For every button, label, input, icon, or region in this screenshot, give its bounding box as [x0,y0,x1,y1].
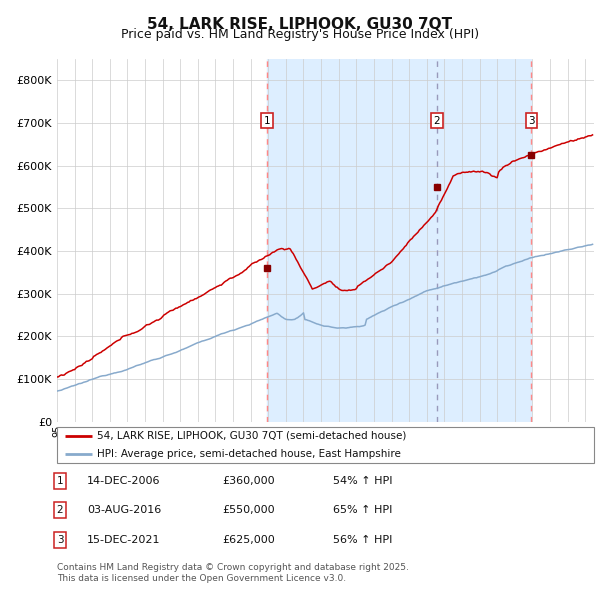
Text: Contains HM Land Registry data © Crown copyright and database right 2025.: Contains HM Land Registry data © Crown c… [57,563,409,572]
Text: 15-DEC-2021: 15-DEC-2021 [87,535,161,545]
FancyBboxPatch shape [57,427,594,463]
Text: 65% ↑ HPI: 65% ↑ HPI [333,506,392,515]
Text: 3: 3 [528,116,535,126]
Text: 54% ↑ HPI: 54% ↑ HPI [333,476,392,486]
Text: HPI: Average price, semi-detached house, East Hampshire: HPI: Average price, semi-detached house,… [97,449,401,459]
Text: Price paid vs. HM Land Registry's House Price Index (HPI): Price paid vs. HM Land Registry's House … [121,28,479,41]
Text: 1: 1 [56,476,64,486]
Text: 2: 2 [434,116,440,126]
Text: This data is licensed under the Open Government Licence v3.0.: This data is licensed under the Open Gov… [57,574,346,583]
Text: 56% ↑ HPI: 56% ↑ HPI [333,535,392,545]
Text: 2: 2 [56,506,64,515]
Text: £625,000: £625,000 [222,535,275,545]
Text: £360,000: £360,000 [222,476,275,486]
Text: 14-DEC-2006: 14-DEC-2006 [87,476,161,486]
Text: 54, LARK RISE, LIPHOOK, GU30 7QT (semi-detached house): 54, LARK RISE, LIPHOOK, GU30 7QT (semi-d… [97,431,407,441]
Text: 3: 3 [56,535,64,545]
Text: 54, LARK RISE, LIPHOOK, GU30 7QT: 54, LARK RISE, LIPHOOK, GU30 7QT [148,17,452,31]
Text: £550,000: £550,000 [222,506,275,515]
Text: 03-AUG-2016: 03-AUG-2016 [87,506,161,515]
Bar [268,59,532,422]
Text: 1: 1 [264,116,271,126]
